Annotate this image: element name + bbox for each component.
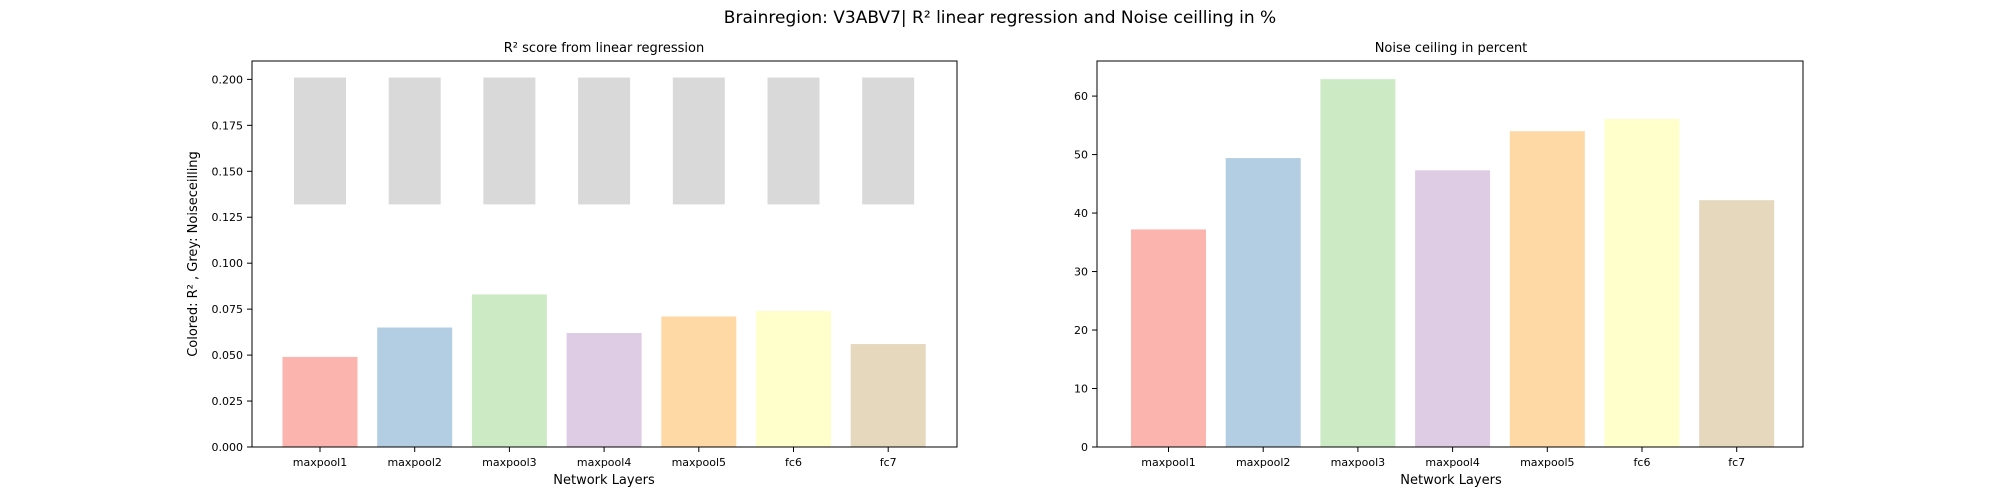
r2-x-axis: maxpool1 maxpool2 maxpool3 maxpool4 maxpool5… — [293, 447, 897, 469]
noise-ceiling-bar-maxpool3 — [1320, 79, 1396, 447]
r2-bar-maxpool2 — [377, 327, 453, 447]
noise-ceiling-chart-title: Noise ceiling in percent — [1375, 41, 1528, 56]
r2-y-axis: 0.000 0.025 0.050 0.075 0.100 0.125 0.150 0.175… — [212, 73, 252, 454]
r2-bar-maxpool3 — [471, 294, 547, 447]
noise-ceiling-bar-maxpool4 — [1415, 170, 1491, 447]
noise-ceiling-bar-maxpool4 — [578, 77, 631, 205]
noise-ceiling-bar-maxpool5 — [672, 77, 725, 205]
noise-ceiling-y-tick-label: 60 — [1074, 90, 1088, 103]
r2-y-tick-label: 0.050 — [212, 349, 244, 362]
noise-ceiling-y-tick-label: 10 — [1074, 383, 1088, 396]
noise-ceiling-x-tick-label-maxpool5: maxpool5 — [1520, 456, 1574, 469]
r2-chart-title: R² score from linear regression — [504, 41, 704, 56]
r2-chart: R² score from linear regression 0.0000.0… — [186, 41, 958, 488]
r2-bar-maxpool1 — [282, 356, 358, 447]
r2-x-tick-label-fc7: fc7 — [880, 456, 897, 469]
r2-x-tick-label-maxpool3: maxpool3 — [482, 456, 536, 469]
noise-ceiling-bar-fc6 — [1604, 118, 1680, 448]
r2-x-tick-label-maxpool2: maxpool2 — [387, 456, 441, 469]
noise-ceiling-y-tick-label: 50 — [1074, 149, 1088, 162]
r2-plot-frame — [251, 60, 958, 448]
r2-bar-maxpool5 — [661, 316, 737, 447]
figure-title: Brainregion: V3ABV7| R² linear regressio… — [724, 8, 1276, 28]
noise-ceiling-y-axis: 0 10 20 30 40 50 60 — [1074, 90, 1097, 454]
noise-ceiling-percent-bars — [1131, 79, 1775, 448]
noise-ceiling-bar-maxpool1 — [1131, 229, 1206, 447]
noise-ceiling-x-tick-label-fc6: fc6 — [1634, 456, 1651, 469]
r2-bar-fc6 — [756, 310, 831, 447]
noise-ceiling-x-axis-label: Network Layers — [1400, 473, 1502, 488]
noise-ceiling-bar-fc7 — [1699, 200, 1775, 447]
r2-y-tick-label: 0.075 — [212, 303, 244, 316]
noise-ceiling-x-tick-label-maxpool4: maxpool4 — [1425, 456, 1479, 469]
noise-ceiling-bars — [294, 77, 915, 205]
r2-y-tick-label: 0.175 — [212, 119, 244, 132]
noise-ceiling-x-tick-label-maxpool1: maxpool1 — [1141, 456, 1195, 469]
r2-bars — [282, 294, 926, 447]
noise-ceiling-x-axis: maxpool1 maxpool2 maxpool3 maxpool4 maxpool5… — [1141, 447, 1745, 469]
r2-x-tick-label-maxpool1: maxpool1 — [293, 456, 347, 469]
noise-ceiling-y-tick-label: 30 — [1074, 266, 1088, 279]
noise-ceiling-bar-maxpool2 — [388, 77, 441, 205]
r2-x-axis-label: Network Layers — [553, 473, 655, 488]
noise-ceiling-bar-fc6 — [767, 77, 820, 205]
r2-bar-fc7 — [850, 344, 926, 447]
r2-y-tick-label: 0.100 — [212, 257, 244, 270]
noise-ceiling-bar-maxpool2 — [1225, 158, 1301, 448]
r2-x-tick-label-maxpool4: maxpool4 — [577, 456, 631, 469]
r2-bar-maxpool4 — [566, 333, 642, 447]
noise-ceiling-x-tick-label-maxpool2: maxpool2 — [1236, 456, 1290, 469]
r2-y-axis-label: Colored: R² , Grey: Noiseceilling — [186, 151, 201, 357]
noise-ceiling-bar-maxpool1 — [294, 77, 346, 205]
r2-x-tick-label-fc6: fc6 — [785, 456, 802, 469]
noise-ceiling-x-tick-label-maxpool3: maxpool3 — [1331, 456, 1385, 469]
r2-y-tick-label: 0.150 — [212, 165, 244, 178]
noise-ceiling-bar-fc7 — [862, 77, 915, 205]
noise-ceiling-x-tick-label-fc7: fc7 — [1728, 456, 1745, 469]
noise-ceiling-y-tick-label: 0 — [1081, 441, 1088, 454]
r2-y-tick-label: 0.000 — [212, 441, 244, 454]
r2-y-tick-label: 0.125 — [212, 211, 244, 224]
noise-ceiling-bar-maxpool5 — [1509, 131, 1585, 447]
noise-ceiling-bar-maxpool3 — [483, 77, 536, 205]
r2-y-tick-label: 0.025 — [212, 395, 244, 408]
noise-ceiling-chart: Noise ceiling in percent 0 10 20 30 40 50 60 m… — [1074, 41, 1804, 488]
r2-y-tick-label: 0.200 — [212, 73, 244, 86]
noise-ceiling-y-tick-label: 20 — [1074, 324, 1088, 337]
noise-ceiling-plot-frame — [1096, 60, 1804, 448]
noise-ceiling-y-tick-label: 40 — [1074, 207, 1088, 220]
r2-x-tick-label-maxpool5: maxpool5 — [672, 456, 726, 469]
